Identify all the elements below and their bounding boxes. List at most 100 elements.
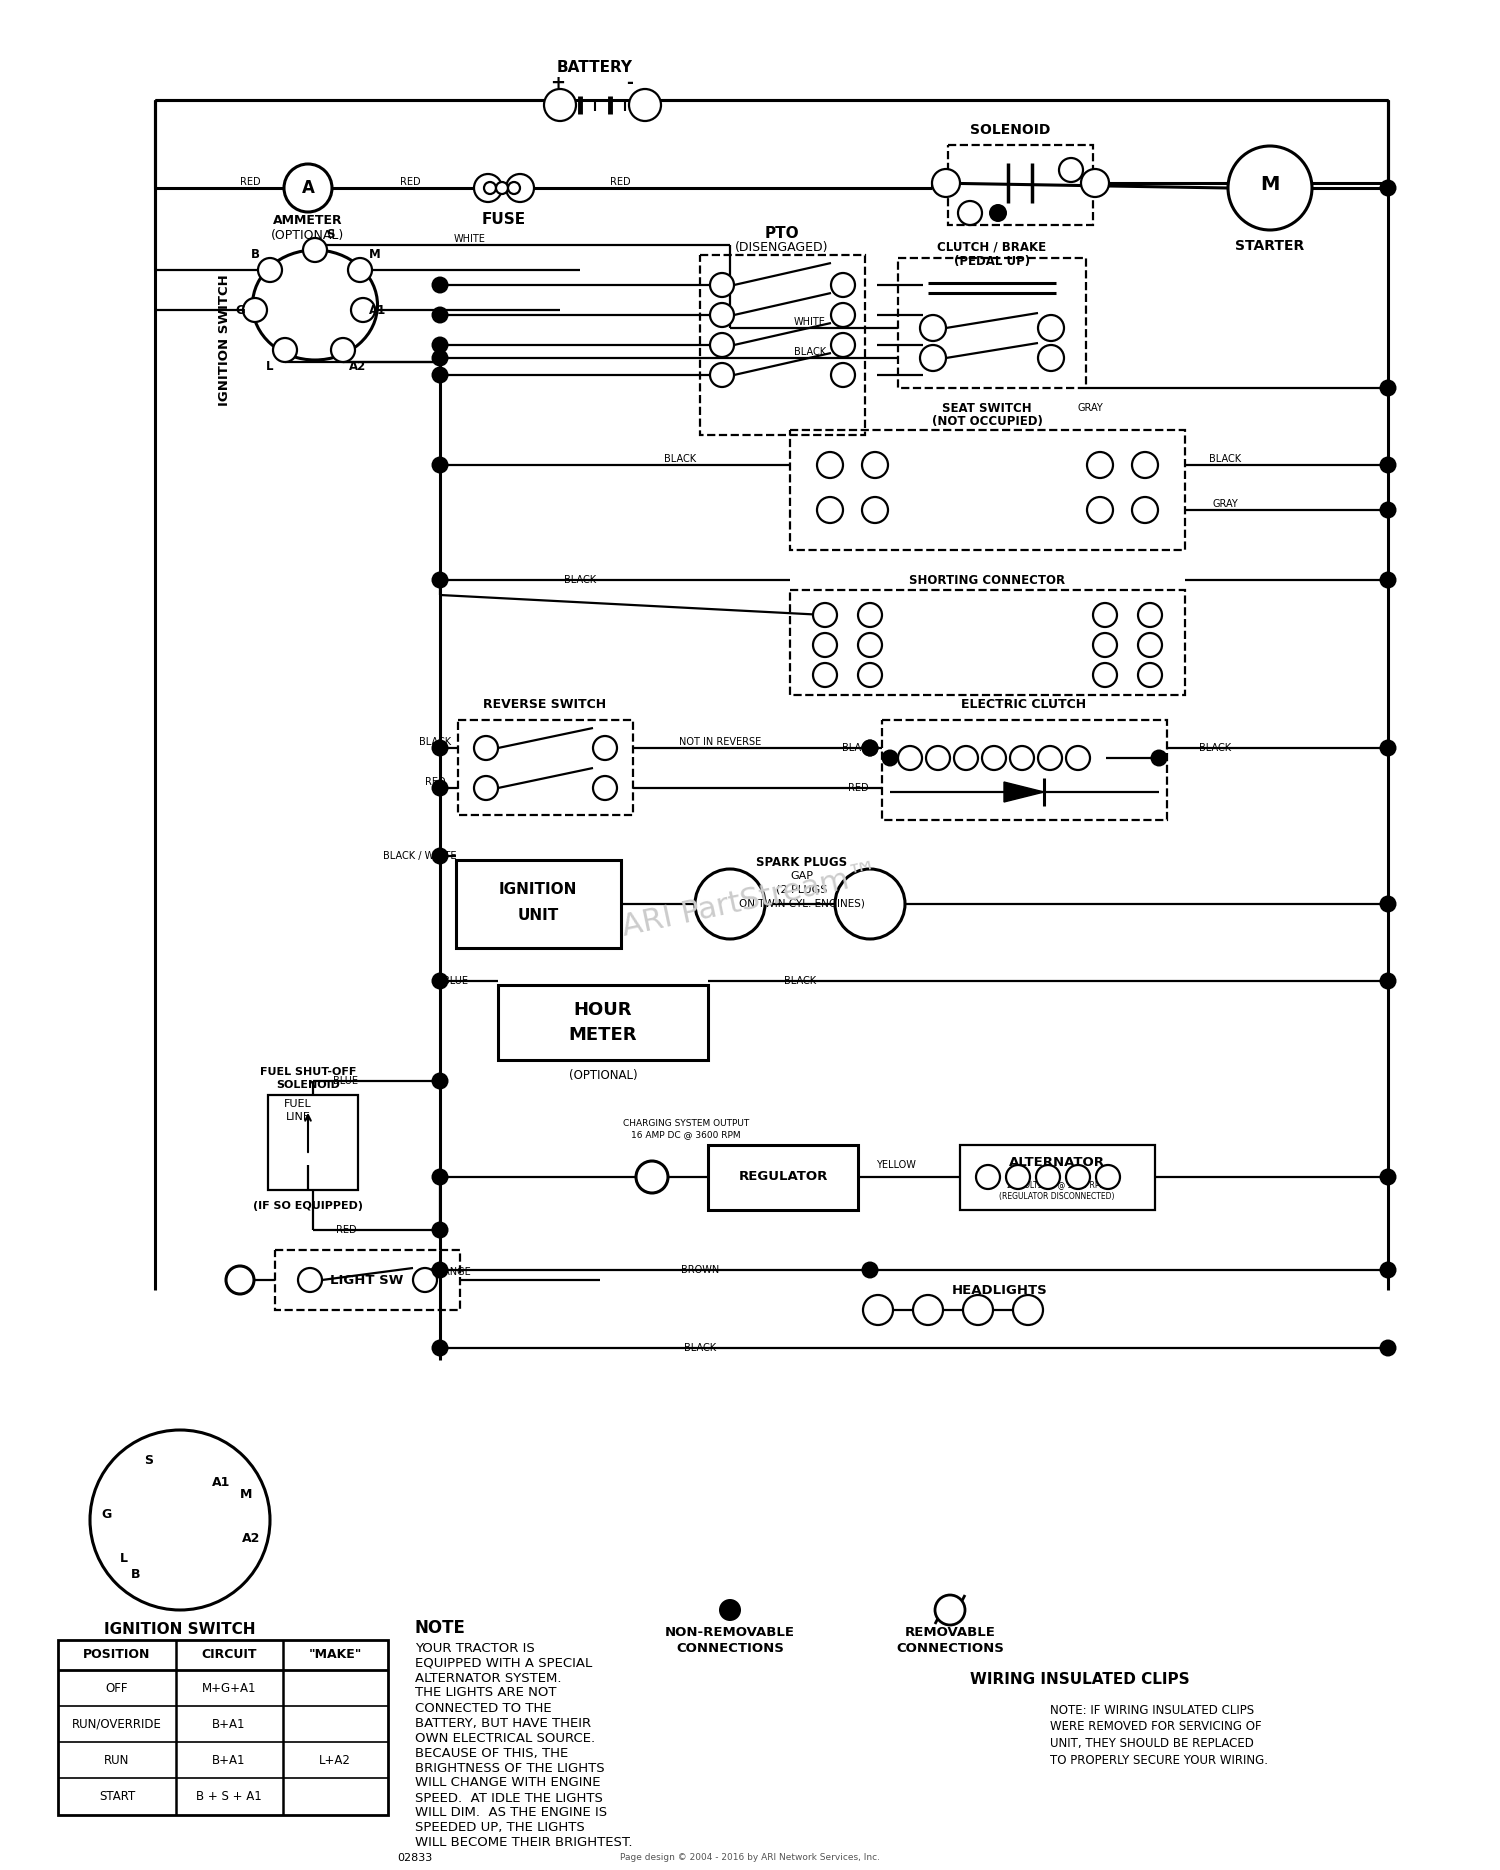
Text: BATTERY, BUT HAVE THEIR: BATTERY, BUT HAVE THEIR bbox=[416, 1717, 591, 1730]
Circle shape bbox=[432, 739, 448, 757]
Circle shape bbox=[813, 664, 837, 686]
Circle shape bbox=[858, 634, 882, 656]
Circle shape bbox=[432, 350, 448, 367]
Circle shape bbox=[474, 174, 502, 202]
Text: UNIT: UNIT bbox=[518, 907, 558, 922]
Polygon shape bbox=[1004, 782, 1044, 802]
Text: A2: A2 bbox=[350, 359, 366, 372]
Circle shape bbox=[332, 338, 356, 363]
Bar bbox=[274, 1249, 460, 1311]
Text: GAP: GAP bbox=[790, 871, 813, 881]
Text: FUEL SHUT-OFF: FUEL SHUT-OFF bbox=[260, 1068, 356, 1077]
Circle shape bbox=[509, 181, 520, 194]
Text: GRAY: GRAY bbox=[1077, 404, 1102, 413]
Circle shape bbox=[636, 1161, 668, 1193]
Circle shape bbox=[710, 363, 734, 387]
Circle shape bbox=[1036, 1165, 1060, 1189]
Text: (REGULATOR DISCONNECTED): (REGULATOR DISCONNECTED) bbox=[999, 1193, 1114, 1202]
Text: HOUR: HOUR bbox=[573, 1000, 633, 1019]
Text: BLACK / WHITE: BLACK / WHITE bbox=[384, 851, 456, 860]
Circle shape bbox=[1132, 453, 1158, 479]
Circle shape bbox=[432, 337, 448, 353]
Text: A2: A2 bbox=[242, 1532, 260, 1545]
Text: EQUIPPED WITH A SPECIAL: EQUIPPED WITH A SPECIAL bbox=[416, 1657, 592, 1670]
Text: (DISENGAGED): (DISENGAGED) bbox=[735, 241, 828, 254]
Circle shape bbox=[544, 90, 576, 122]
Circle shape bbox=[963, 1296, 993, 1326]
Circle shape bbox=[432, 1073, 448, 1090]
Circle shape bbox=[1066, 1165, 1090, 1189]
Text: ALTERNATOR SYSTEM.: ALTERNATOR SYSTEM. bbox=[416, 1672, 561, 1685]
Text: RUN: RUN bbox=[105, 1754, 129, 1767]
Text: SOLENOID: SOLENOID bbox=[276, 1081, 340, 1090]
Text: IGNITION SWITCH: IGNITION SWITCH bbox=[104, 1623, 255, 1638]
Text: (OPTIONAL): (OPTIONAL) bbox=[568, 1068, 638, 1081]
Circle shape bbox=[862, 453, 888, 479]
Text: ORANGE: ORANGE bbox=[429, 1268, 471, 1277]
Circle shape bbox=[1082, 168, 1108, 196]
Text: THE LIGHTS ARE NOT: THE LIGHTS ARE NOT bbox=[416, 1687, 556, 1700]
Text: (PEDAL UP): (PEDAL UP) bbox=[954, 256, 1030, 269]
Text: WILL BECOME THEIR BRIGHTEST.: WILL BECOME THEIR BRIGHTEST. bbox=[416, 1836, 633, 1849]
Bar bbox=[456, 860, 621, 948]
Circle shape bbox=[831, 333, 855, 357]
Text: BLACK: BLACK bbox=[684, 1343, 716, 1354]
Text: BLACK: BLACK bbox=[664, 454, 696, 464]
Text: SPEEDED UP, THE LIGHTS: SPEEDED UP, THE LIGHTS bbox=[416, 1821, 585, 1834]
Text: NOTE: NOTE bbox=[416, 1619, 466, 1636]
Circle shape bbox=[710, 333, 734, 357]
Circle shape bbox=[1380, 501, 1396, 518]
Circle shape bbox=[432, 1169, 448, 1186]
Text: RED: RED bbox=[399, 178, 420, 187]
Text: CLUTCH / BRAKE: CLUTCH / BRAKE bbox=[938, 241, 1047, 254]
Bar bbox=[708, 1144, 858, 1210]
Text: LINE: LINE bbox=[285, 1113, 310, 1122]
Circle shape bbox=[1132, 497, 1158, 524]
Text: SHORTING CONNECTOR: SHORTING CONNECTOR bbox=[909, 574, 1065, 587]
Circle shape bbox=[273, 338, 297, 363]
Text: BLUE: BLUE bbox=[333, 1075, 358, 1086]
Text: GRAY: GRAY bbox=[1212, 499, 1237, 509]
Bar bbox=[790, 430, 1185, 550]
Circle shape bbox=[1380, 456, 1396, 473]
Text: TO PROPERLY SECURE YOUR WIRING.: TO PROPERLY SECURE YOUR WIRING. bbox=[1050, 1754, 1268, 1767]
Circle shape bbox=[351, 297, 375, 322]
Circle shape bbox=[958, 200, 982, 224]
Circle shape bbox=[1013, 1296, 1042, 1326]
Circle shape bbox=[432, 972, 448, 989]
Text: L: L bbox=[120, 1552, 128, 1565]
Text: RUN/OVERRIDE: RUN/OVERRIDE bbox=[72, 1717, 162, 1730]
Text: BLUE: BLUE bbox=[442, 976, 468, 985]
Text: BLACK: BLACK bbox=[564, 574, 596, 585]
Text: YELLOW: YELLOW bbox=[876, 1159, 916, 1171]
Text: UNIT, THEY SHOULD BE REPLACED: UNIT, THEY SHOULD BE REPLACED bbox=[1050, 1737, 1254, 1750]
Text: ELECTRIC CLUTCH: ELECTRIC CLUTCH bbox=[962, 698, 1086, 711]
Text: WILL CHANGE WITH ENGINE: WILL CHANGE WITH ENGINE bbox=[416, 1776, 600, 1790]
Bar bbox=[700, 254, 865, 436]
Circle shape bbox=[592, 776, 616, 800]
Text: 16 AMP DC @ 3600 RPM: 16 AMP DC @ 3600 RPM bbox=[632, 1131, 741, 1139]
Circle shape bbox=[1380, 180, 1396, 196]
Circle shape bbox=[976, 1165, 1000, 1189]
Circle shape bbox=[1007, 1165, 1031, 1189]
Circle shape bbox=[1066, 746, 1090, 770]
Circle shape bbox=[694, 870, 765, 939]
Text: S: S bbox=[326, 228, 334, 241]
Text: B+A1: B+A1 bbox=[213, 1717, 246, 1730]
Bar bbox=[960, 1144, 1155, 1210]
Circle shape bbox=[1138, 664, 1162, 686]
Text: "MAKE": "MAKE" bbox=[309, 1649, 362, 1662]
Text: M: M bbox=[369, 247, 381, 260]
Circle shape bbox=[1380, 896, 1396, 913]
Text: WHITE: WHITE bbox=[794, 318, 826, 327]
Text: PTO: PTO bbox=[765, 226, 800, 241]
Text: REVERSE SWITCH: REVERSE SWITCH bbox=[483, 698, 606, 711]
Circle shape bbox=[1094, 634, 1118, 656]
Text: (NOT OCCUPIED): (NOT OCCUPIED) bbox=[932, 415, 1042, 428]
Text: NOTE: IF WIRING INSULATED CLIPS: NOTE: IF WIRING INSULATED CLIPS bbox=[1050, 1704, 1254, 1717]
Text: 02833: 02833 bbox=[398, 1853, 432, 1863]
Text: M: M bbox=[240, 1489, 252, 1502]
Bar bbox=[790, 591, 1185, 696]
Text: -: - bbox=[627, 75, 633, 92]
Text: RED: RED bbox=[424, 778, 445, 787]
